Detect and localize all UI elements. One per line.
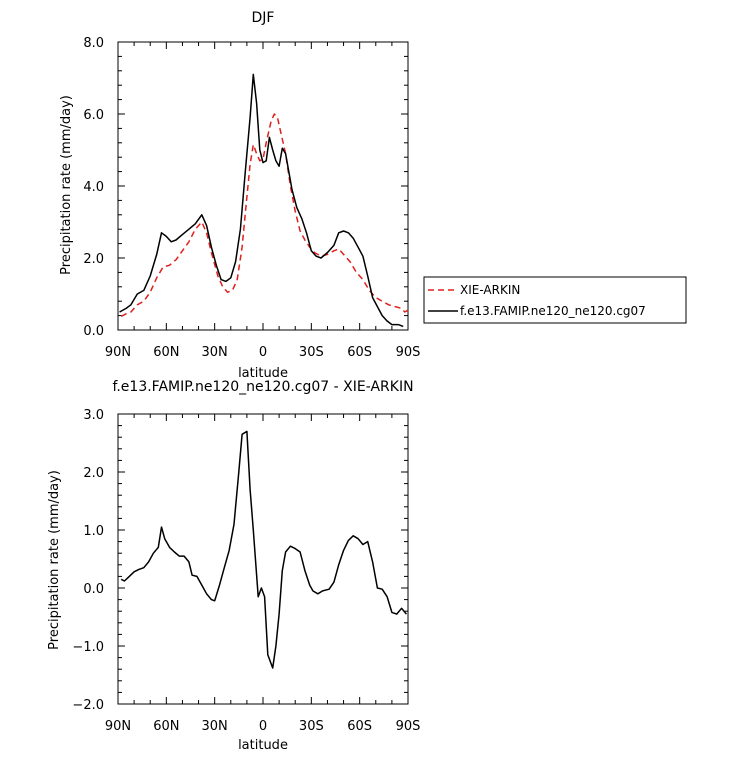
top-axis-ticks (117, 41, 409, 331)
bottom-panel: f.e13.FAMIP.ne120_ne120.cg07 - XIE-ARKIN… (47, 379, 420, 753)
y-tick-label: 2.0 (83, 252, 104, 267)
x-tick-label: 90S (396, 345, 421, 360)
series-line-f-e13-famip-ne120-ne120-cg07 (119, 73, 404, 328)
x-tick-label: 0 (259, 345, 267, 360)
series-line-xie-arkin (120, 113, 409, 317)
top-plot-frame (117, 41, 409, 331)
y-tick-label: −2.0 (72, 698, 104, 713)
x-tick-label: 30S (299, 345, 324, 360)
bottom-axis-ticks (117, 413, 409, 705)
y-tick-label: 1.0 (83, 524, 104, 539)
y-tick-label: 8.0 (83, 36, 104, 51)
y-tick-label: 3.0 (83, 408, 104, 423)
bottom-plot-frame (117, 413, 409, 705)
bottom-series-group (120, 430, 407, 669)
y-tick-label: 0.0 (83, 582, 104, 597)
legend-label-xie-arkin: XIE-ARKIN (460, 283, 520, 297)
x-tick-label: 30N (202, 345, 228, 360)
x-tick-label: 90S (396, 719, 421, 734)
legend: XIE-ARKIN f.e13.FAMIP.ne120_ne120.cg07 (423, 276, 687, 324)
legend-label-model: f.e13.FAMIP.ne120_ne120.cg07 (460, 304, 646, 318)
x-tick-label: 30N (202, 719, 228, 734)
bottom-y-tick-labels: −2.0 −1.0 0.0 1.0 2.0 3.0 (72, 408, 104, 713)
top-panel: DJF 90N 60N 30N 0 30S 60S 90S 0.02.04.06.08.0 … (59, 10, 420, 381)
bottom-x-axis-label: latitude (238, 738, 288, 753)
x-tick-label: 90N (105, 719, 131, 734)
x-tick-label: 90N (105, 345, 131, 360)
top-x-axis-label: latitude (238, 366, 288, 381)
top-y-axis-label: Precipitation rate (mm/day) (59, 95, 74, 275)
legend-box (423, 276, 687, 324)
difference-series-line (120, 430, 407, 669)
x-tick-label: 60S (347, 345, 372, 360)
y-tick-label: 6.0 (83, 108, 104, 123)
y-tick-label: −1.0 (72, 640, 104, 655)
y-tick-label: 0.0 (83, 324, 104, 339)
y-tick-label: 4.0 (83, 180, 104, 195)
bottom-y-axis-label: Precipitation rate (mm/day) (47, 470, 62, 650)
top-y-tick-labels: 0.0 2.0 4.0 6.0 8.0 (83, 36, 104, 339)
x-tick-label: 60N (153, 345, 179, 360)
bottom-title: f.e13.FAMIP.ne120_ne120.cg07 - XIE-ARKIN (112, 379, 413, 395)
x-tick-label: 30S (299, 719, 324, 734)
x-tick-label: 60N (153, 719, 179, 734)
top-series-group (119, 73, 409, 328)
top-x-tick-labels: 90N 60N 30N 0 30S 60S 90S (105, 345, 421, 360)
bottom-x-tick-labels: 90N 60N 30N 0 30S 60S 90S (105, 719, 421, 734)
y-tick-label: 2.0 (83, 466, 104, 481)
x-tick-label: 0 (259, 719, 267, 734)
x-tick-label: 60S (347, 719, 372, 734)
top-title: DJF (252, 10, 275, 26)
